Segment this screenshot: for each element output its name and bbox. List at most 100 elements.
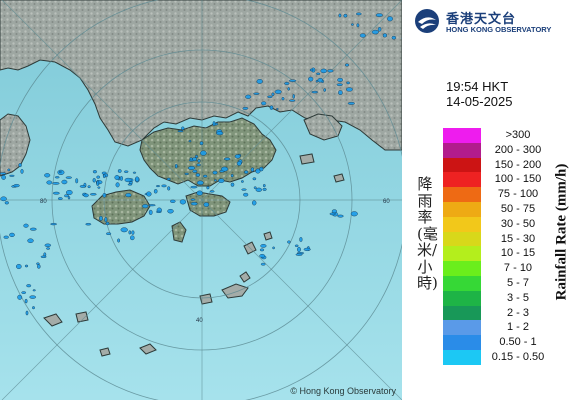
rain-echo [345, 63, 350, 67]
legend-swatch [443, 290, 481, 306]
lantau-island [91, 189, 151, 225]
legend-swatch [443, 142, 481, 158]
rain-echo [189, 157, 193, 161]
rain-echo [350, 211, 358, 217]
rain-echo [387, 16, 393, 22]
rain-echo [142, 204, 149, 209]
rain-echo [27, 238, 34, 243]
rain-echo [24, 264, 29, 268]
rain-echo [125, 193, 132, 198]
rain-echo [296, 252, 305, 255]
rain-echo [192, 169, 198, 173]
rain-echo [255, 187, 262, 192]
rain-echo [356, 23, 360, 28]
rain-echo [262, 187, 267, 191]
eastern-island [303, 113, 343, 141]
island [75, 311, 89, 323]
rain-echo [9, 232, 15, 237]
mainland [0, 0, 402, 151]
rain-echo [382, 33, 387, 38]
legend-panel: 香港天文台 HONG KONG OBSERVATORY 19:54 HKT 14… [402, 0, 577, 400]
rain-echo [167, 186, 171, 191]
island [299, 153, 315, 165]
rain-echo [44, 243, 51, 248]
rain-echo [276, 107, 279, 110]
rain-echo [3, 235, 9, 239]
rain-echo [115, 182, 120, 188]
rain-echo [44, 173, 51, 178]
spoke [1, 199, 203, 400]
rain-echo [203, 174, 208, 178]
rain-echo [338, 13, 342, 18]
rain-echo [250, 167, 255, 172]
rain-echo [338, 90, 343, 95]
legend-swatch [443, 320, 481, 336]
legend-label: 200 - 300 [494, 143, 542, 156]
lamma-island [171, 221, 187, 243]
rain-echo [46, 180, 53, 185]
rain-echo [196, 180, 204, 186]
rain-echo [50, 223, 57, 226]
legend-label: 15 - 30 [500, 232, 536, 245]
range-label: 80 [40, 199, 47, 205]
rain-echo [79, 184, 86, 188]
rain-echo [188, 140, 192, 143]
legend-swatch [443, 275, 481, 291]
legend-label: 7 - 10 [503, 262, 533, 275]
rain-echo [54, 176, 60, 179]
rain-echo [308, 76, 314, 82]
rain-echo [123, 170, 129, 173]
rain-echo [132, 171, 137, 174]
radar-map: 40 60 80 © Hong Kong Observatory [0, 0, 402, 400]
rain-echo [161, 184, 167, 188]
spoke [1, 0, 203, 201]
rain-echo [181, 126, 185, 131]
rain-echo [17, 294, 23, 300]
legend-label: 0.50 - 1 [499, 336, 537, 349]
rain-echo [267, 95, 273, 99]
range-label: 60 [383, 199, 390, 205]
rain-echo [375, 13, 383, 17]
rain-echo [196, 190, 203, 196]
rain-echo [316, 72, 321, 76]
rain-echo [174, 163, 178, 169]
radar-map-svg: 40 60 80 [0, 0, 402, 400]
legend-swatch [443, 335, 481, 350]
rain-echo [260, 244, 267, 248]
legend-label: >300 [505, 129, 531, 141]
rain-echo [200, 150, 207, 156]
rain-echo [240, 180, 244, 183]
rain-echo [337, 77, 343, 82]
island [333, 173, 345, 183]
rain-echo [234, 154, 241, 159]
rain-echo [85, 222, 92, 226]
rain-echo [23, 223, 29, 228]
rain-echo [25, 310, 29, 316]
legend-label: 30 - 50 [500, 217, 536, 230]
island [99, 347, 111, 357]
legend-label: 75 - 100 [497, 188, 539, 201]
rain-echo [21, 291, 27, 294]
legend-label: 150 - 200 [494, 158, 542, 171]
rain-echo [259, 248, 265, 252]
legend-label: 0.15 - 0.50 [491, 350, 545, 363]
rain-echo [371, 29, 379, 35]
rain-echo [303, 247, 311, 251]
legend-label: 5 - 7 [506, 276, 529, 289]
rain-echo [190, 185, 198, 189]
rain-echo [199, 141, 204, 146]
rain-echo [287, 240, 291, 244]
rain-echo [242, 107, 249, 110]
rain-echo [311, 90, 319, 94]
rain-echo [377, 26, 382, 32]
western-land [0, 113, 31, 177]
rain-echo [281, 96, 285, 101]
legend-swatch [443, 305, 481, 321]
rain-echo [206, 186, 210, 190]
legend-color-scale [443, 128, 481, 365]
rain-echo [97, 186, 101, 189]
rain-echo [46, 247, 50, 250]
rain-echo [259, 166, 264, 172]
rain-echo [241, 188, 247, 191]
rain-echo [331, 209, 337, 214]
